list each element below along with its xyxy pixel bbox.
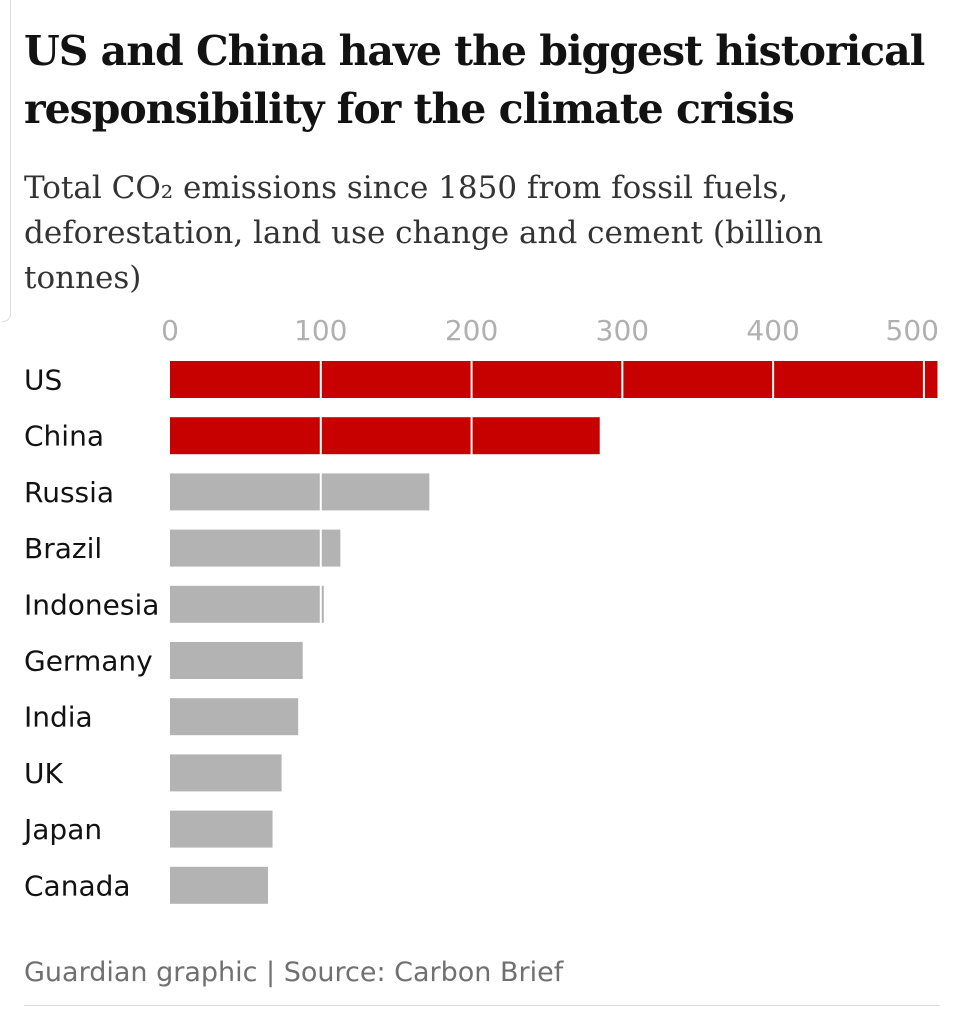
source-credit: Guardian graphic | Source: Carbon Brief xyxy=(24,957,564,988)
x-tick-labels: 0 100 200 300 400 500 xyxy=(161,314,939,347)
bar-brazil xyxy=(170,529,341,567)
category-label: India xyxy=(24,701,93,734)
bar-canada xyxy=(170,866,269,904)
category-label: US xyxy=(24,364,62,397)
bar-india xyxy=(170,698,299,736)
bar-uk xyxy=(170,754,282,792)
bars-layer xyxy=(170,361,938,904)
x-tick-label: 500 xyxy=(886,314,939,347)
x-tick-label: 0 xyxy=(161,314,179,347)
x-tick-label: 400 xyxy=(746,314,799,347)
grid-layer xyxy=(319,340,925,904)
x-tick-label: 200 xyxy=(445,314,498,347)
category-label: Brazil xyxy=(24,532,102,565)
category-labels: US China Russia Brazil Indonesia Germany India… xyxy=(22,364,159,903)
left-edge-line xyxy=(2,0,11,322)
bar-chart: 0 100 200 300 400 500 US China Russia Brazil Indo… xyxy=(22,314,939,904)
footer-divider xyxy=(24,930,940,931)
bar-germany xyxy=(170,642,303,679)
category-label: UK xyxy=(24,757,63,790)
x-tick-label: 100 xyxy=(294,314,347,347)
chart-subtitle: Total CO₂ emissions since 1850 from foss… xyxy=(24,170,824,296)
bar-china xyxy=(170,417,600,455)
category-label: China xyxy=(24,420,104,453)
bar-indonesia xyxy=(170,585,324,623)
category-label: Canada xyxy=(24,869,131,902)
bar-russia xyxy=(170,473,430,511)
category-label: Japan xyxy=(22,813,102,846)
bottom-divider xyxy=(24,1005,940,1006)
bar-us xyxy=(170,361,938,398)
category-label: Indonesia xyxy=(24,588,159,621)
bar-japan xyxy=(170,810,273,848)
category-label: Germany xyxy=(24,645,153,678)
x-tick-label: 300 xyxy=(596,314,649,347)
chart-title: US and China have the biggest historical… xyxy=(24,27,925,133)
category-label: Russia xyxy=(24,476,114,509)
